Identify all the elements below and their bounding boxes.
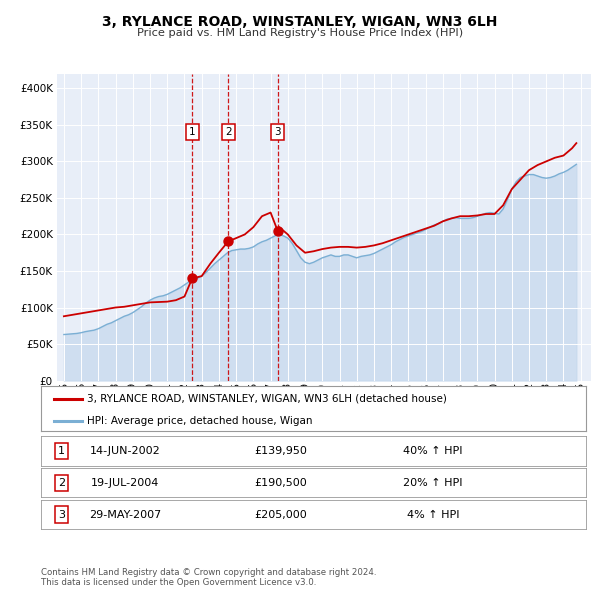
Text: 1: 1 bbox=[189, 127, 196, 137]
Text: 19-JUL-2004: 19-JUL-2004 bbox=[91, 478, 160, 488]
Text: HPI: Average price, detached house, Wigan: HPI: Average price, detached house, Wiga… bbox=[87, 416, 313, 426]
Text: 2: 2 bbox=[58, 478, 65, 488]
Text: £205,000: £205,000 bbox=[254, 510, 307, 520]
Text: 3, RYLANCE ROAD, WINSTANLEY, WIGAN, WN3 6LH: 3, RYLANCE ROAD, WINSTANLEY, WIGAN, WN3 … bbox=[103, 15, 497, 29]
Text: 4% ↑ HPI: 4% ↑ HPI bbox=[407, 510, 460, 520]
Text: 3: 3 bbox=[274, 127, 281, 137]
Text: 3, RYLANCE ROAD, WINSTANLEY, WIGAN, WN3 6LH (detached house): 3, RYLANCE ROAD, WINSTANLEY, WIGAN, WN3 … bbox=[87, 394, 447, 404]
Text: £190,500: £190,500 bbox=[254, 478, 307, 488]
Text: 20% ↑ HPI: 20% ↑ HPI bbox=[403, 478, 463, 488]
Text: Contains HM Land Registry data © Crown copyright and database right 2024.
This d: Contains HM Land Registry data © Crown c… bbox=[41, 568, 376, 587]
Text: 2: 2 bbox=[225, 127, 232, 137]
Text: 29-MAY-2007: 29-MAY-2007 bbox=[89, 510, 161, 520]
Text: 14-JUN-2002: 14-JUN-2002 bbox=[90, 446, 161, 456]
Text: 1: 1 bbox=[58, 446, 65, 456]
Text: 40% ↑ HPI: 40% ↑ HPI bbox=[403, 446, 463, 456]
Text: 3: 3 bbox=[58, 510, 65, 520]
Text: Price paid vs. HM Land Registry's House Price Index (HPI): Price paid vs. HM Land Registry's House … bbox=[137, 28, 463, 38]
Text: £139,950: £139,950 bbox=[254, 446, 307, 456]
